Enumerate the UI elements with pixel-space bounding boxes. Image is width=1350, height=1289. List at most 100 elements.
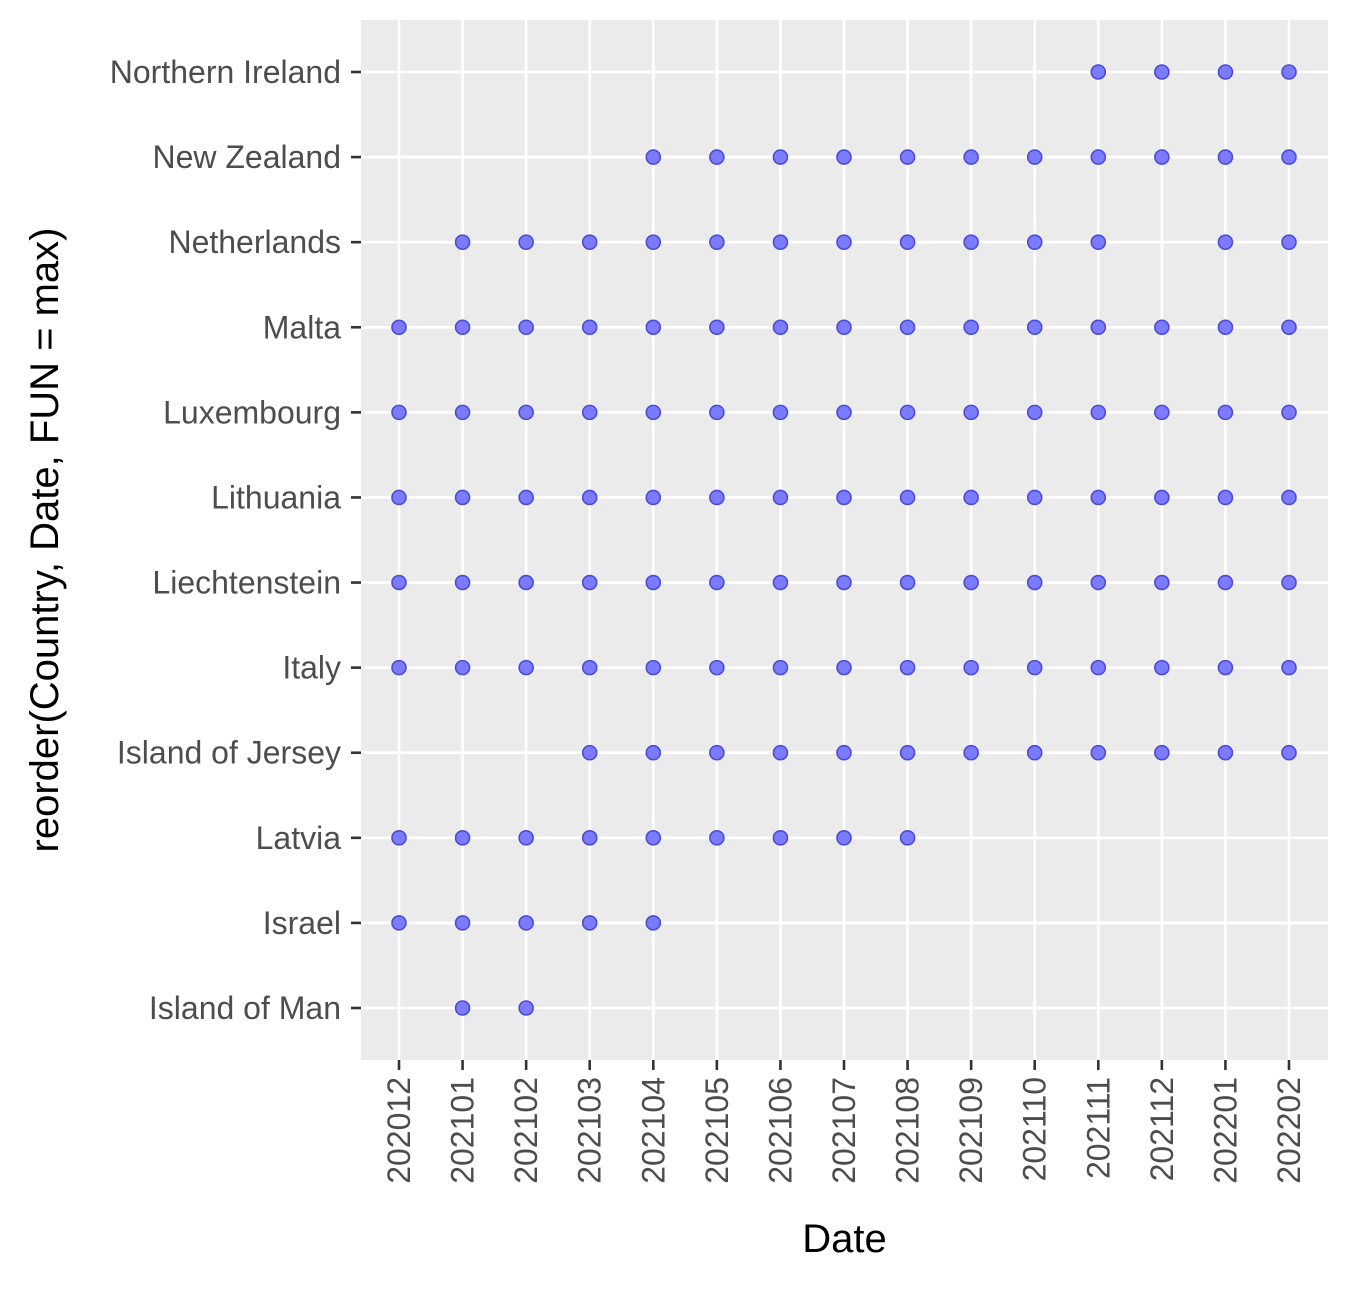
- x-tick-label: 202111: [1080, 1077, 1116, 1179]
- data-points: [391, 64, 1297, 1016]
- data-point: [581, 744, 598, 761]
- y-tick-label: New Zealand: [152, 139, 341, 175]
- data-point: [709, 659, 725, 676]
- data-point: [518, 234, 534, 250]
- data-point: [772, 744, 789, 761]
- x-tick-label: 202201: [1207, 1077, 1243, 1184]
- data-point: [581, 659, 598, 676]
- data-point: [709, 319, 725, 336]
- x-tick-label: 202102: [508, 1077, 544, 1184]
- data-point: [1217, 489, 1234, 506]
- data-point: [772, 830, 789, 846]
- data-point: [645, 830, 662, 846]
- data-point: [899, 319, 916, 336]
- data-point: [1281, 744, 1297, 761]
- data-point: [836, 234, 852, 250]
- data-point: [1154, 659, 1170, 676]
- x-tick-label: 202104: [635, 1077, 671, 1184]
- x-tick-label: 202105: [699, 1077, 735, 1184]
- data-point: [963, 149, 979, 165]
- y-tick-label: Italy: [282, 650, 341, 686]
- data-point: [772, 319, 789, 336]
- data-point: [836, 574, 852, 591]
- data-point: [518, 1000, 534, 1016]
- data-point: [899, 149, 916, 165]
- x-tick-label: 202112: [1144, 1077, 1180, 1181]
- y-tick-label: Island of Jersey: [117, 735, 341, 771]
- data-point: [454, 659, 471, 676]
- data-point: [1026, 489, 1043, 506]
- x-tick-label: 202103: [572, 1077, 608, 1184]
- data-point: [836, 659, 852, 676]
- data-point: [963, 489, 979, 506]
- data-point: [1154, 404, 1170, 421]
- data-point: [1154, 149, 1170, 165]
- data-point: [1281, 574, 1297, 591]
- data-point: [645, 234, 662, 250]
- x-tick-label: 202106: [762, 1077, 798, 1184]
- y-axis-title: reorder(Country, Date, FUN = max): [23, 228, 67, 853]
- data-point: [709, 830, 725, 846]
- data-point: [1090, 574, 1107, 591]
- data-point: [963, 319, 979, 336]
- data-point: [772, 404, 789, 421]
- data-point: [581, 404, 598, 421]
- y-axis-ticks: Island of Man Israel Latvia Island of Jerse…: [110, 54, 361, 1026]
- data-point: [454, 234, 471, 250]
- data-point: [1026, 319, 1043, 336]
- data-point: [836, 489, 852, 506]
- data-point: [1090, 744, 1107, 761]
- y-tick-label: Lithuania: [211, 479, 341, 515]
- data-point: [709, 489, 725, 506]
- data-point: [1281, 404, 1297, 421]
- data-point: [518, 830, 534, 846]
- data-point: [963, 574, 979, 591]
- y-tick-label: Liechtenstein: [152, 565, 341, 601]
- data-point: [1090, 64, 1107, 80]
- data-point: [518, 659, 534, 676]
- data-point: [1026, 149, 1043, 165]
- data-point: [899, 574, 916, 591]
- data-point: [454, 1000, 471, 1016]
- data-point: [1090, 659, 1107, 676]
- data-point: [1026, 659, 1043, 676]
- data-point: [645, 744, 662, 761]
- data-point: [454, 915, 471, 931]
- data-point: [1026, 404, 1043, 421]
- data-point: [899, 234, 916, 250]
- data-point: [836, 319, 852, 336]
- data-point: [899, 744, 916, 761]
- y-tick-label: Island of Man: [149, 990, 341, 1026]
- data-point: [581, 489, 598, 506]
- data-point: [1090, 149, 1107, 165]
- data-point: [772, 574, 789, 591]
- data-point: [1281, 149, 1297, 165]
- data-point: [581, 234, 598, 250]
- data-point: [772, 659, 789, 676]
- data-point: [709, 744, 725, 761]
- data-point: [645, 319, 662, 336]
- data-point: [391, 659, 407, 676]
- data-point: [1090, 404, 1107, 421]
- x-tick-label: 202110: [1017, 1077, 1053, 1181]
- data-point: [454, 574, 471, 591]
- data-point: [391, 489, 407, 506]
- x-tick-label: 202101: [445, 1077, 481, 1184]
- data-point: [1281, 64, 1297, 80]
- data-point: [772, 149, 789, 165]
- data-point: [454, 830, 471, 846]
- data-point: [1217, 64, 1234, 80]
- data-point: [836, 404, 852, 421]
- data-point: [1281, 319, 1297, 336]
- x-tick-label: 202012: [381, 1077, 417, 1184]
- data-point: [1281, 234, 1297, 250]
- x-tick-label: 202108: [890, 1077, 926, 1184]
- data-point: [518, 574, 534, 591]
- data-point: [899, 489, 916, 506]
- data-point: [709, 574, 725, 591]
- data-point: [1090, 489, 1107, 506]
- data-point: [1217, 744, 1234, 761]
- data-point: [645, 149, 662, 165]
- data-point: [709, 149, 725, 165]
- data-point: [963, 234, 979, 250]
